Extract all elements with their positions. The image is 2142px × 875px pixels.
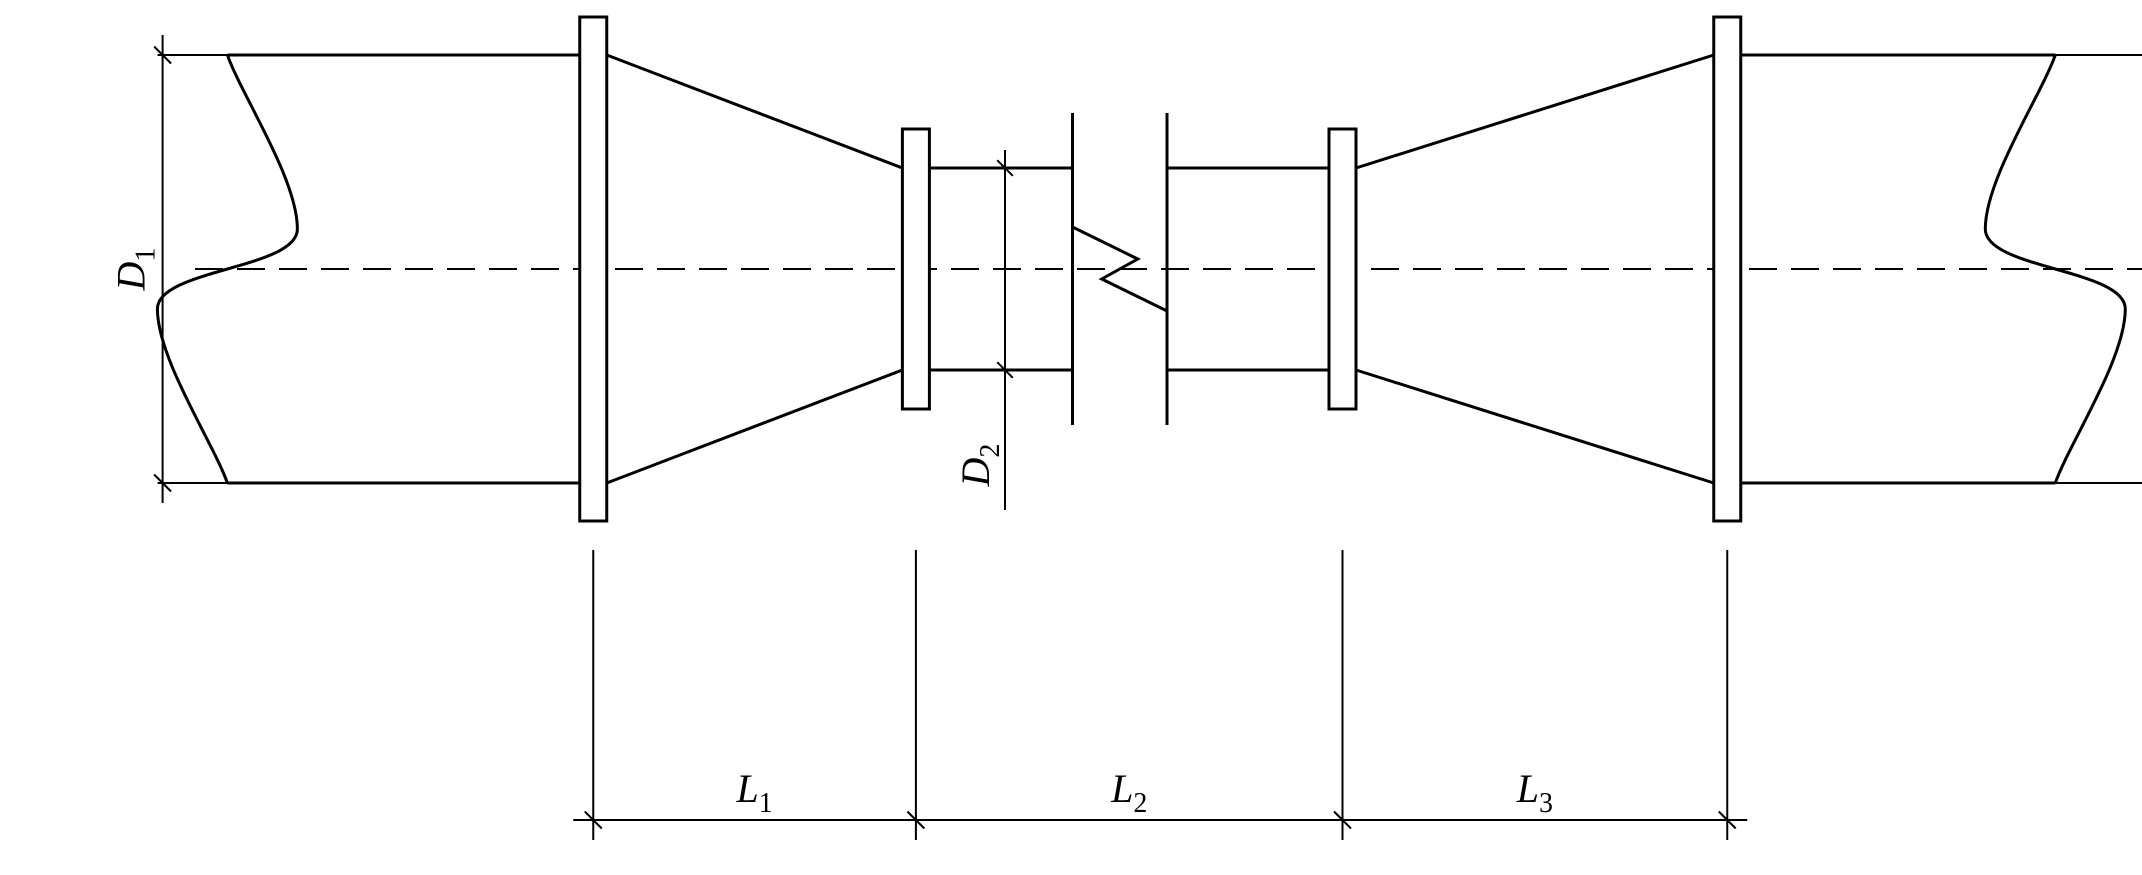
cone1-top	[607, 55, 903, 168]
flange-1	[580, 17, 607, 521]
label-L2: L2	[1110, 766, 1147, 819]
cone2-bottom	[1356, 370, 1714, 483]
flange-3	[1329, 129, 1356, 409]
left-break-wave	[157, 55, 297, 483]
cone1-bottom	[607, 370, 903, 483]
venturi-diagram: D1D2D3L1L2L3	[0, 0, 2142, 875]
flange-2	[902, 129, 929, 409]
flange-4	[1714, 17, 1741, 521]
label-D2: D2	[953, 444, 1006, 488]
cone2-top	[1356, 55, 1714, 168]
label-D1: D1	[109, 248, 162, 292]
label-L3: L3	[1516, 766, 1553, 819]
label-L1: L1	[735, 766, 772, 819]
